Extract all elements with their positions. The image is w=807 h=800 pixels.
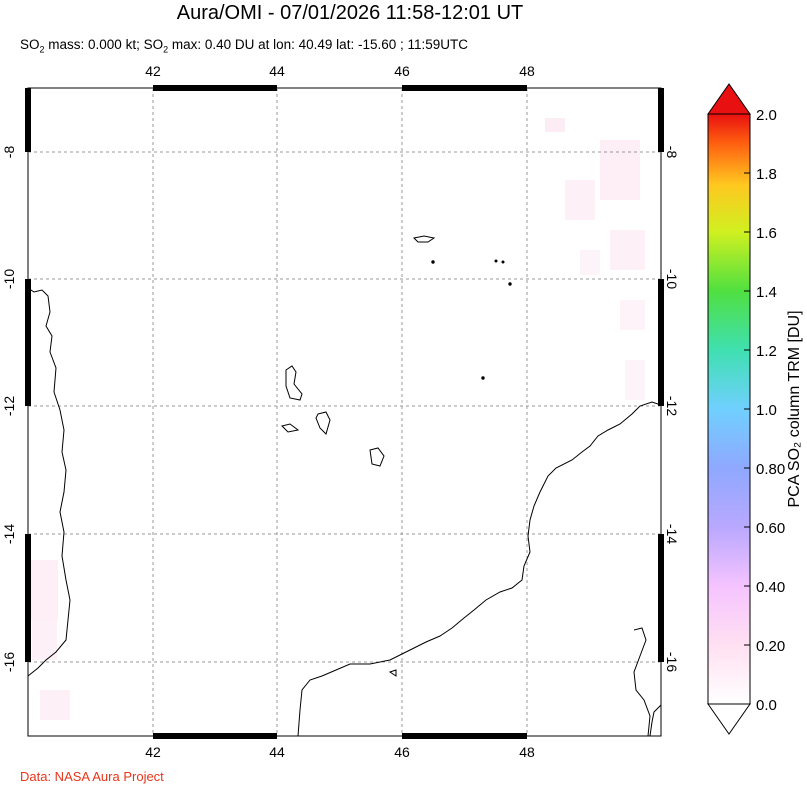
colorbar-tick: 2.0 <box>756 107 777 124</box>
lon-tick-top-48: 48 <box>519 63 535 79</box>
lat-tick-left--10: -10 <box>1 269 17 289</box>
colorbar-label: PCA SO₂ column TRM [DU] <box>786 310 803 507</box>
colorbar-gradient <box>707 113 751 705</box>
moheli-island <box>281 423 300 433</box>
lat-tick-left--8: -8 <box>1 146 17 159</box>
lon-tick-bottom-42: 42 <box>145 744 161 760</box>
colorbar-tick: 0.80 <box>756 461 785 478</box>
so2-pixels <box>30 118 645 720</box>
lat-tick-right--16: -16 <box>664 652 680 672</box>
mozambique-coastline-se <box>649 704 661 736</box>
lat-tick-left--14: -14 <box>1 524 17 544</box>
map-grid <box>28 88 661 736</box>
grande-comore-island <box>285 365 303 401</box>
map-title: Aura/OMI - 07/01/2026 11:58-12:01 UT <box>176 2 524 24</box>
map-frame <box>27 87 662 737</box>
lon-tick-top-44: 44 <box>269 63 285 79</box>
lon-labels-bottom: 42 44 46 48 <box>145 744 535 760</box>
colorbar-tick: 1.4 <box>756 284 777 301</box>
map-border-bars <box>25 85 664 739</box>
lat-labels-left: -8 -10 -12 -14 -16 <box>1 146 17 673</box>
lon-tick-top-46: 46 <box>394 63 410 79</box>
lon-labels-top: 42 44 46 48 <box>145 63 535 79</box>
colorbar-max-arrow <box>707 83 751 115</box>
colorbar-min-arrow <box>707 703 751 735</box>
colorbar-tick: 1.8 <box>756 166 777 183</box>
glorioso-island <box>412 235 436 243</box>
colorbar-tick: 1.0 <box>756 402 777 419</box>
lon-tick-bottom-48: 48 <box>519 744 535 760</box>
map-subtitle: SO2 mass: 0.000 kt; SO2 max: 0.40 DU at … <box>20 37 469 55</box>
data-credit: Data: NASA Aura Project <box>20 769 164 784</box>
mayotte-island <box>369 447 385 467</box>
lon-tick-bottom-46: 46 <box>394 744 410 760</box>
lat-labels-right: -8 -10 -12 -14 -16 <box>664 146 680 673</box>
madagascar-coastline <box>297 401 661 736</box>
lat-tick-left--12: -12 <box>1 396 17 416</box>
lat-tick-right--8: -8 <box>664 146 680 159</box>
lat-tick-right--14: -14 <box>664 524 680 544</box>
colorbar-tick: 1.6 <box>756 225 777 242</box>
colorbar-tick: 0.20 <box>756 638 785 655</box>
lon-tick-bottom-44: 44 <box>269 744 285 760</box>
colorbar: 2.0 1.8 1.6 1.4 1.2 1.0 0.80 0.60 0.40 0… <box>707 83 803 735</box>
colorbar-tick: 0.60 <box>756 520 785 537</box>
anjouan-island <box>315 411 331 435</box>
colorbar-tick: 0.40 <box>756 579 785 596</box>
lat-tick-right--12: -12 <box>664 396 680 416</box>
lat-tick-left--16: -16 <box>1 652 17 672</box>
coastlines <box>28 287 661 736</box>
colorbar-tick: 0.0 <box>756 697 777 714</box>
lat-tick-right--10: -10 <box>664 269 680 289</box>
islands <box>281 235 512 677</box>
lon-tick-top-42: 42 <box>145 63 161 79</box>
mainland-coast-se <box>633 627 651 736</box>
colorbar-tick: 1.2 <box>756 343 777 360</box>
africa-coastline <box>28 287 71 677</box>
